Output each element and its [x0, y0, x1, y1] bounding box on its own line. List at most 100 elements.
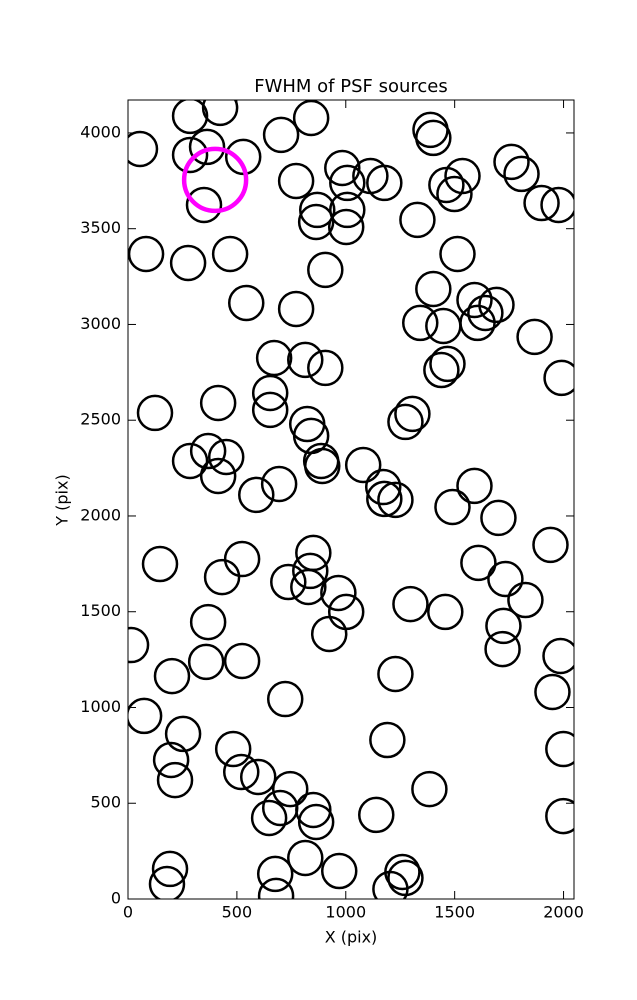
source-circle: [277, 162, 315, 200]
source-circle: [250, 799, 288, 837]
source-circle: [228, 284, 265, 322]
source-circle: [185, 186, 223, 224]
source-circle: [456, 281, 493, 319]
source-circle: [411, 770, 448, 808]
source-circle: [189, 603, 227, 641]
source-circle: [148, 865, 186, 899]
source-circle: [223, 540, 261, 578]
y-tick-label: 1500: [80, 601, 121, 620]
y-tick-label: 4000: [80, 122, 121, 141]
source-circle: [364, 468, 402, 506]
source-circle: [277, 290, 315, 328]
source-circle: [287, 341, 324, 379]
source-circle: [423, 351, 460, 389]
source-circle: [485, 607, 522, 645]
source-circle: [128, 626, 150, 664]
source-circle: [188, 128, 226, 166]
plot-area: [128, 100, 574, 899]
source-circle: [199, 457, 237, 495]
x-tick-label: 2000: [543, 903, 584, 922]
y-tick-label: 3000: [80, 314, 121, 333]
source-circle: [320, 574, 357, 612]
x-tick-label: 500: [222, 903, 253, 922]
source-circle: [545, 730, 574, 768]
source-circle: [292, 100, 330, 137]
source-circle: [344, 446, 382, 484]
source-circle: [292, 552, 329, 590]
source-circle: [456, 467, 493, 505]
source-circle: [366, 480, 403, 518]
source-circle: [402, 304, 439, 342]
source-circle: [169, 244, 207, 282]
source-circle: [297, 803, 335, 841]
source-circle: [136, 394, 174, 432]
source-circle: [141, 545, 179, 583]
source-circle: [467, 294, 504, 332]
source-circle: [545, 797, 574, 835]
source-circle: [540, 186, 574, 224]
source-circle: [394, 395, 431, 433]
source-circle: [542, 637, 574, 675]
source-circle: [429, 345, 466, 383]
source-circle: [128, 235, 165, 273]
source-circle: [507, 581, 544, 619]
source-circle: [523, 184, 560, 222]
source-circle: [295, 791, 332, 829]
source-circle: [214, 730, 252, 768]
source-circle: [260, 465, 298, 503]
source-circle: [189, 432, 227, 470]
source-circle: [366, 164, 403, 202]
source-circle: [460, 544, 497, 582]
source-circle: [287, 839, 324, 877]
y-tick-label: 2000: [80, 505, 121, 524]
source-circle: [256, 855, 294, 893]
source-circle: [262, 116, 300, 154]
y-axis-label: Y (pix): [53, 474, 72, 526]
source-circle: [503, 155, 540, 193]
source-circle: [128, 697, 163, 735]
y-tick-label: 2500: [80, 410, 121, 429]
source-circle: [222, 753, 260, 791]
source-circle: [516, 318, 553, 356]
source-circle: [324, 149, 361, 187]
source-circle: [369, 721, 406, 759]
x-tick-label: 1500: [434, 903, 475, 922]
chart-title: FWHM of PSF sources: [254, 76, 448, 97]
source-circle: [307, 349, 344, 387]
source-circle: [238, 476, 275, 514]
source-circle: [387, 859, 424, 897]
source-circle: [377, 481, 414, 519]
source-circle: [532, 526, 569, 564]
source-circle: [224, 138, 262, 176]
source-circle: [128, 130, 159, 168]
source-circle: [251, 374, 289, 412]
source-circle: [211, 235, 249, 273]
source-circle: [329, 164, 366, 202]
source-circle: [439, 235, 476, 273]
source-circle: [187, 643, 225, 681]
source-circle: [310, 615, 348, 653]
source-circle: [444, 157, 481, 195]
source-circle: [478, 286, 515, 324]
x-axis-label: X (pix): [325, 928, 378, 947]
source-circle: [251, 391, 289, 429]
source-circle: [415, 270, 452, 308]
source-circle: [480, 499, 517, 537]
y-tick-label: 500: [90, 793, 121, 812]
source-circle: [266, 680, 304, 718]
source-circle: [156, 761, 194, 799]
source-circle: [302, 442, 340, 480]
source-circle: [223, 642, 261, 680]
source-circle: [207, 438, 245, 476]
source-circle: [164, 715, 202, 753]
source-circle: [151, 850, 189, 888]
source-circle: [307, 251, 344, 289]
source-circle: [534, 673, 571, 711]
source-circle: [152, 741, 190, 779]
highlight-circle: [181, 146, 249, 214]
source-circle: [327, 208, 365, 246]
source-circle: [298, 191, 336, 229]
